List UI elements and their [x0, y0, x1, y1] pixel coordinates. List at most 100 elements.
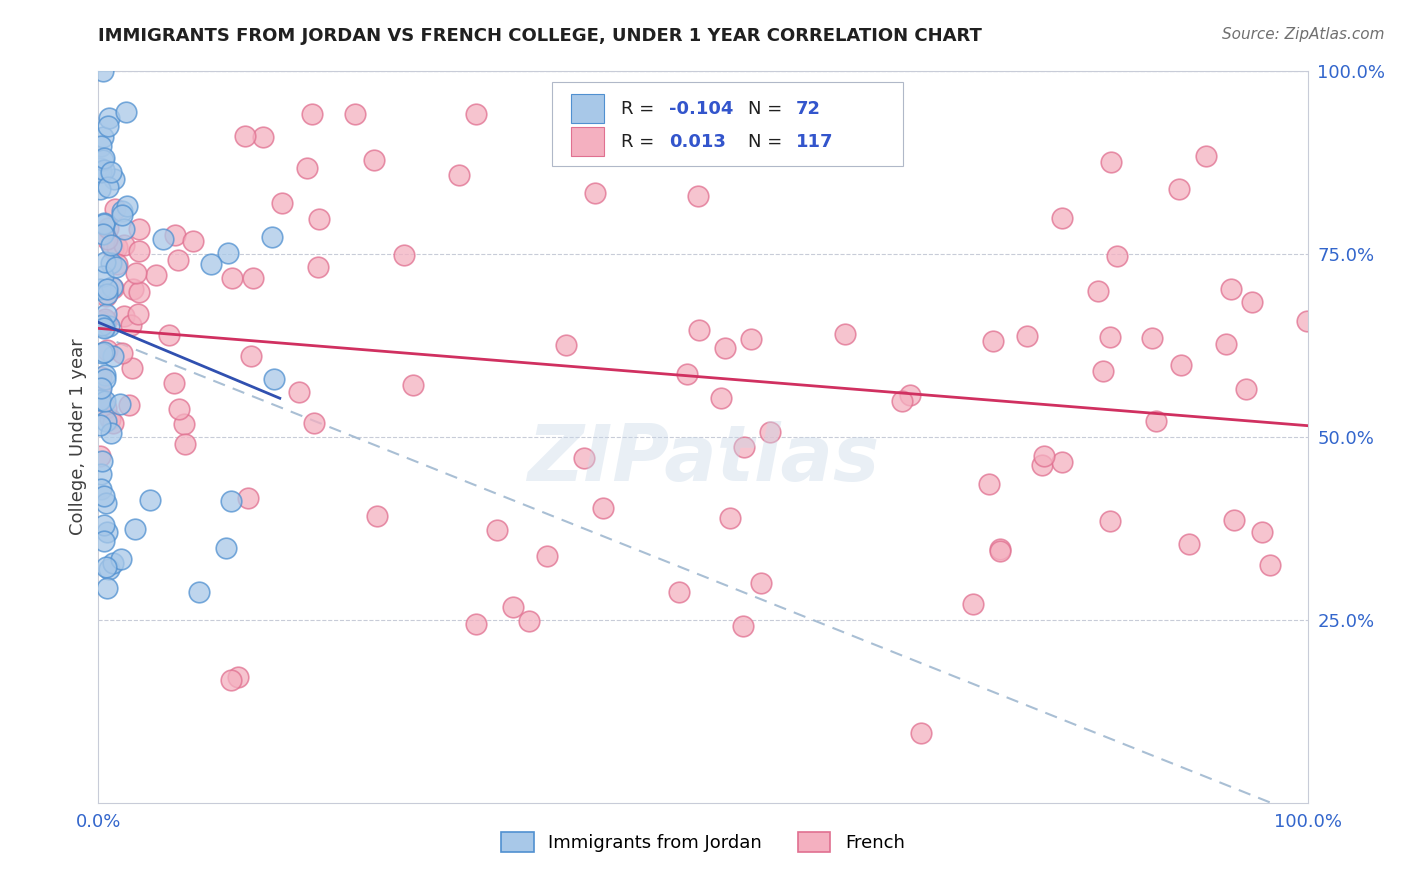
Point	[94, 560, 117, 574]
Point	[112, 238, 135, 252]
Point	[93, 490, 115, 504]
Point	[676, 367, 699, 381]
Point	[1258, 558, 1281, 572]
Point	[163, 228, 186, 243]
Point	[308, 211, 330, 226]
Point	[366, 508, 388, 523]
Point	[834, 326, 856, 341]
Point	[288, 385, 311, 400]
Point	[188, 585, 211, 599]
Point	[890, 393, 912, 408]
Point	[91, 130, 114, 145]
Point	[91, 227, 114, 241]
Point	[981, 334, 1004, 348]
Point	[1219, 282, 1241, 296]
Point	[112, 309, 135, 323]
Point	[103, 172, 125, 186]
Point	[145, 268, 167, 283]
Point	[1250, 524, 1272, 539]
Point	[127, 307, 149, 321]
Point	[536, 549, 558, 563]
Point	[898, 388, 921, 402]
Point	[93, 217, 115, 231]
Point	[93, 518, 115, 533]
Point	[163, 376, 186, 391]
Point	[1052, 455, 1074, 469]
Point	[97, 180, 120, 194]
Point	[239, 349, 262, 363]
Point	[343, 107, 366, 121]
Point	[100, 237, 122, 252]
Point	[979, 476, 1001, 491]
Point	[90, 381, 112, 395]
FancyBboxPatch shape	[571, 94, 603, 123]
Point	[447, 168, 470, 182]
Point	[242, 271, 264, 285]
Point	[110, 552, 132, 566]
Point	[252, 130, 274, 145]
Point	[219, 494, 242, 508]
Point	[122, 282, 145, 296]
Point	[128, 222, 150, 236]
Point	[96, 343, 118, 358]
Point	[215, 541, 238, 556]
Point	[108, 397, 131, 411]
Point	[94, 307, 117, 321]
Point	[740, 332, 762, 346]
Point	[592, 501, 614, 516]
Point	[1170, 358, 1192, 372]
Point	[262, 230, 284, 244]
Point	[295, 161, 318, 176]
Point	[217, 245, 239, 260]
Point	[90, 467, 112, 481]
Text: R =: R =	[621, 100, 654, 118]
Point	[1031, 458, 1053, 472]
Point	[90, 369, 112, 384]
Point	[465, 106, 488, 120]
Point	[111, 208, 134, 222]
Point	[668, 584, 690, 599]
Y-axis label: College, Under 1 year: College, Under 1 year	[69, 339, 87, 535]
Text: 117: 117	[796, 133, 834, 151]
Point	[988, 542, 1011, 557]
Point	[97, 112, 120, 126]
FancyBboxPatch shape	[551, 82, 903, 167]
Point	[1099, 155, 1122, 169]
Point	[94, 320, 117, 334]
Point	[115, 104, 138, 119]
Point	[89, 393, 111, 408]
Point	[962, 597, 984, 611]
Point	[174, 437, 197, 451]
Point	[94, 311, 117, 326]
Point	[89, 314, 111, 328]
Text: 72: 72	[796, 100, 821, 118]
Point	[89, 282, 111, 296]
Point	[363, 153, 385, 167]
Text: ZIPatlas: ZIPatlas	[527, 421, 879, 497]
Point	[98, 412, 121, 426]
Point	[733, 619, 755, 633]
Point	[96, 287, 118, 301]
Point	[233, 129, 256, 144]
Point	[91, 153, 114, 167]
Point	[263, 372, 285, 386]
Point	[105, 257, 128, 271]
Point	[710, 392, 733, 406]
Point	[219, 673, 242, 687]
Point	[94, 372, 117, 386]
Point	[94, 314, 117, 328]
Point	[90, 453, 112, 467]
Point	[1105, 249, 1128, 263]
Text: 0.013: 0.013	[669, 133, 725, 151]
Point	[96, 525, 118, 540]
Text: N =: N =	[748, 100, 782, 118]
Point	[93, 163, 115, 178]
Point	[301, 107, 323, 121]
Point	[89, 393, 111, 408]
Point	[181, 234, 204, 248]
Point	[718, 511, 741, 525]
Point	[128, 285, 150, 300]
Point	[302, 416, 325, 430]
Point	[91, 318, 114, 332]
Point	[1098, 330, 1121, 344]
